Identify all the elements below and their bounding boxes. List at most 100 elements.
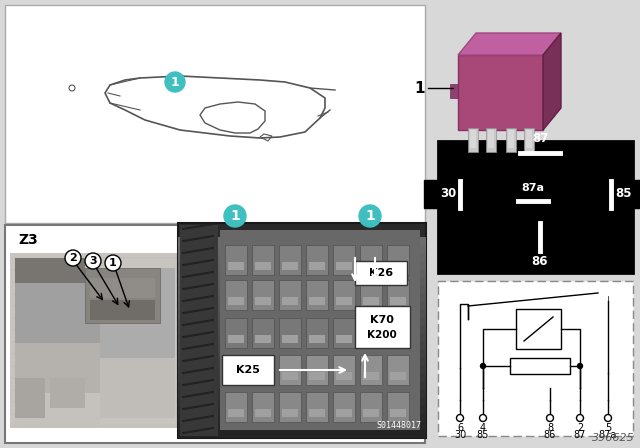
Bar: [363, 297, 379, 305]
Bar: [355, 261, 407, 285]
Bar: [387, 318, 409, 348]
Bar: [178, 245, 426, 254]
Bar: [15, 393, 100, 428]
Bar: [180, 225, 218, 436]
Bar: [252, 280, 274, 310]
Bar: [90, 300, 155, 320]
Text: 396625: 396625: [592, 433, 635, 443]
Bar: [458, 55, 543, 130]
Bar: [336, 297, 352, 305]
Bar: [306, 355, 328, 385]
Bar: [178, 325, 426, 334]
Bar: [424, 180, 438, 208]
Bar: [225, 355, 247, 385]
Bar: [178, 413, 426, 422]
Bar: [178, 341, 426, 350]
Text: 87: 87: [532, 132, 548, 145]
Text: K25: K25: [236, 365, 260, 375]
Circle shape: [456, 414, 463, 422]
Bar: [282, 409, 298, 417]
Bar: [178, 373, 426, 382]
Bar: [100, 268, 175, 358]
Bar: [279, 355, 301, 385]
Bar: [360, 280, 382, 310]
Bar: [363, 372, 379, 380]
Circle shape: [359, 205, 381, 227]
Bar: [228, 409, 244, 417]
Bar: [10, 253, 180, 428]
Bar: [336, 262, 352, 270]
Circle shape: [85, 253, 101, 269]
Bar: [178, 405, 426, 414]
Bar: [524, 128, 534, 152]
Bar: [5, 5, 425, 223]
Circle shape: [224, 205, 246, 227]
Bar: [178, 421, 426, 430]
Bar: [252, 355, 274, 385]
Bar: [178, 293, 426, 302]
Bar: [306, 318, 328, 348]
Text: 3: 3: [89, 256, 97, 266]
Bar: [309, 409, 325, 417]
Text: 1: 1: [365, 209, 375, 223]
Text: 5: 5: [605, 423, 611, 433]
Bar: [178, 277, 426, 286]
Bar: [390, 372, 406, 380]
Bar: [510, 358, 570, 374]
Bar: [333, 355, 355, 385]
Bar: [488, 130, 494, 148]
Bar: [282, 335, 298, 343]
Bar: [336, 409, 352, 417]
Text: K26: K26: [369, 268, 393, 278]
Bar: [355, 306, 410, 348]
Text: 4: 4: [480, 423, 486, 433]
Circle shape: [105, 255, 121, 271]
Bar: [282, 297, 298, 305]
Bar: [222, 355, 274, 385]
Text: 6: 6: [457, 423, 463, 433]
Bar: [228, 262, 244, 270]
Bar: [390, 262, 406, 270]
Bar: [306, 245, 328, 275]
Bar: [438, 141, 633, 273]
Bar: [225, 392, 247, 422]
Bar: [178, 333, 426, 342]
Polygon shape: [458, 33, 561, 55]
Text: S01448017: S01448017: [376, 421, 421, 430]
Bar: [178, 223, 426, 438]
Bar: [178, 261, 426, 270]
Bar: [178, 349, 426, 358]
Bar: [255, 262, 271, 270]
Bar: [336, 372, 352, 380]
Circle shape: [547, 414, 554, 422]
Bar: [220, 230, 420, 430]
Circle shape: [165, 72, 185, 92]
Bar: [309, 262, 325, 270]
Bar: [508, 130, 514, 148]
Text: 85: 85: [477, 430, 489, 440]
Bar: [506, 128, 516, 152]
Bar: [252, 245, 274, 275]
Bar: [387, 355, 409, 385]
Circle shape: [605, 414, 611, 422]
Bar: [15, 258, 85, 283]
Bar: [178, 429, 426, 438]
Bar: [85, 268, 160, 323]
Text: 2: 2: [69, 253, 77, 263]
Bar: [15, 268, 105, 348]
Bar: [390, 297, 406, 305]
Text: 86: 86: [544, 430, 556, 440]
Bar: [225, 318, 247, 348]
Bar: [363, 335, 379, 343]
Text: 87a: 87a: [522, 183, 545, 193]
Bar: [360, 318, 382, 348]
Bar: [178, 253, 426, 262]
Bar: [282, 372, 298, 380]
Bar: [100, 358, 175, 418]
Bar: [486, 128, 496, 152]
Bar: [178, 381, 426, 390]
Text: 87a: 87a: [599, 430, 617, 440]
Bar: [178, 285, 426, 294]
Bar: [309, 372, 325, 380]
Bar: [390, 335, 406, 343]
